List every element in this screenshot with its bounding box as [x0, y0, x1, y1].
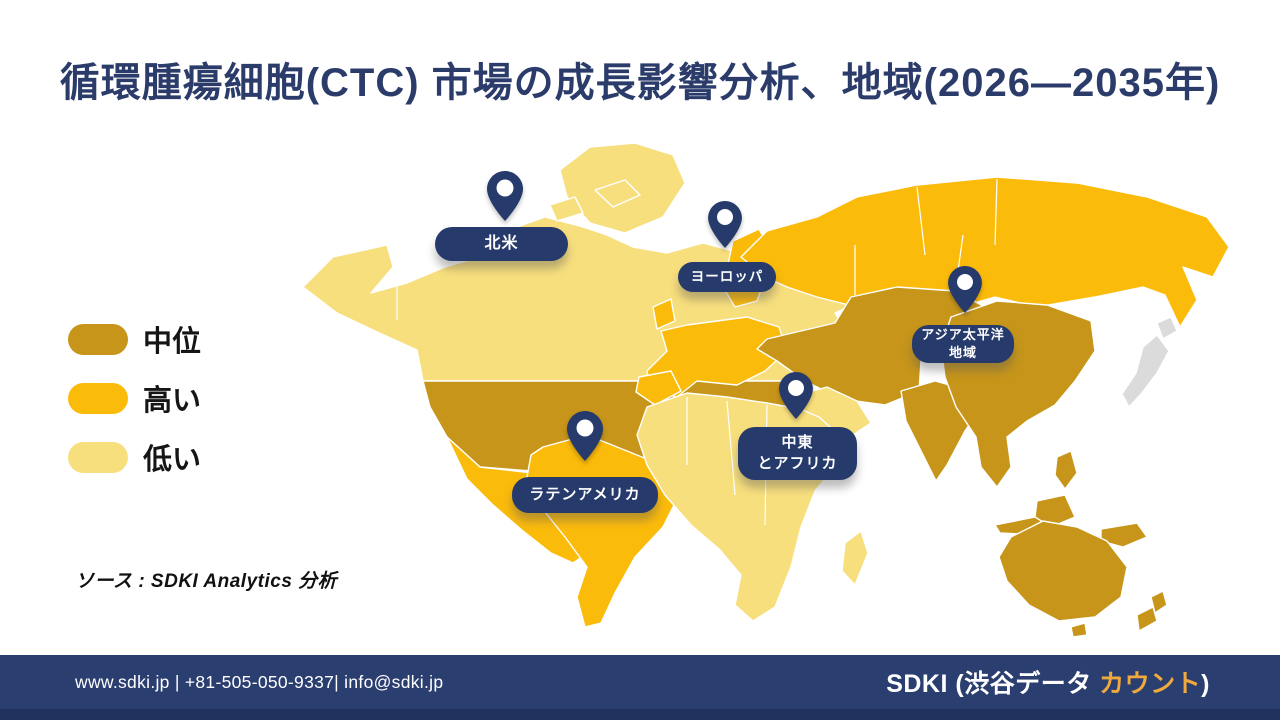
region-uk [652, 298, 676, 330]
region-label-text: 北米 [484, 235, 519, 253]
region-iberia [635, 370, 682, 406]
legend: 中位 高い 低い [68, 318, 201, 495]
marker-europe [708, 201, 742, 253]
region-label-text: ラテンアメリカ [529, 485, 641, 503]
footer-contact: www.sdki.jp | +81-505-050-9337| info@sdk… [75, 671, 444, 692]
footer-brand: SDKI (渋谷データ カウント) [886, 664, 1210, 700]
page-title: 循環腫瘍細胞(CTC) 市場の成長影響分析、地域(2026—2035年) [59, 61, 1221, 105]
region-label-europe: ヨーロッパ [678, 262, 776, 292]
region-label-text: とアフリカ [757, 454, 838, 472]
legend-label-low: 低い [143, 444, 202, 476]
footer-brand-prefix: SDKI (渋谷データ [886, 670, 1100, 698]
region-label-north-america: 北米 [435, 227, 568, 261]
legend-swatch-medium [68, 323, 128, 355]
region-madagascar [841, 530, 869, 586]
legend-label-medium: 中位 [143, 326, 202, 358]
legend-label-high: 高い [143, 385, 202, 417]
region-japan-hokkaido [1156, 316, 1178, 340]
marker-middle-east-africa [779, 372, 813, 424]
region-label-text: アジア太平洋 [921, 327, 1005, 343]
region-arctic-island-1 [594, 179, 641, 208]
map-pin-icon [948, 266, 982, 313]
marker-latin-america [567, 410, 603, 467]
source-note: ソース : SDKI Analytics 分析 [75, 571, 338, 592]
legend-item-medium: 中位 [68, 318, 201, 360]
map-pin-icon [779, 372, 813, 419]
region-japan [1121, 334, 1170, 408]
footer-brand-suffix: ) [1201, 670, 1210, 698]
world-map-svg [302, 142, 1230, 638]
legend-swatch-high [68, 382, 128, 414]
region-borneo [1034, 494, 1076, 528]
legend-item-high: 高い [68, 377, 201, 419]
region-label-text: ヨーロッパ [690, 268, 764, 284]
marker-north-america [487, 170, 523, 227]
map-pin-icon [487, 171, 523, 221]
legend-swatch-low [68, 441, 128, 473]
region-label-text: 中東 [781, 434, 814, 452]
world-map: 北米 ヨーロッパ アジア太平洋 地域 [295, 135, 1235, 640]
marker-asia-pacific [948, 266, 982, 318]
region-label-latin-america: ラテンアメリカ [512, 477, 658, 513]
region-philippines [1054, 450, 1078, 490]
region-label-text: 地域 [948, 345, 977, 360]
footer-bottom-strip [0, 709, 1280, 720]
map-pin-icon [567, 411, 603, 461]
region-label-asia-pacific: アジア太平洋 地域 [912, 325, 1014, 363]
footer-bar: www.sdki.jp | +81-505-050-9337| info@sdk… [0, 655, 1280, 709]
legend-item-low: 低い [68, 436, 201, 478]
region-tasmania [1070, 622, 1088, 638]
region-new-zealand-south [1136, 606, 1158, 632]
map-pin-icon [708, 201, 742, 248]
footer-brand-highlight: カウント [1099, 670, 1202, 698]
region-label-middle-east-africa: 中東 とアフリカ [738, 427, 857, 480]
region-arctic-island-2 [549, 196, 584, 222]
region-australia [998, 520, 1128, 622]
